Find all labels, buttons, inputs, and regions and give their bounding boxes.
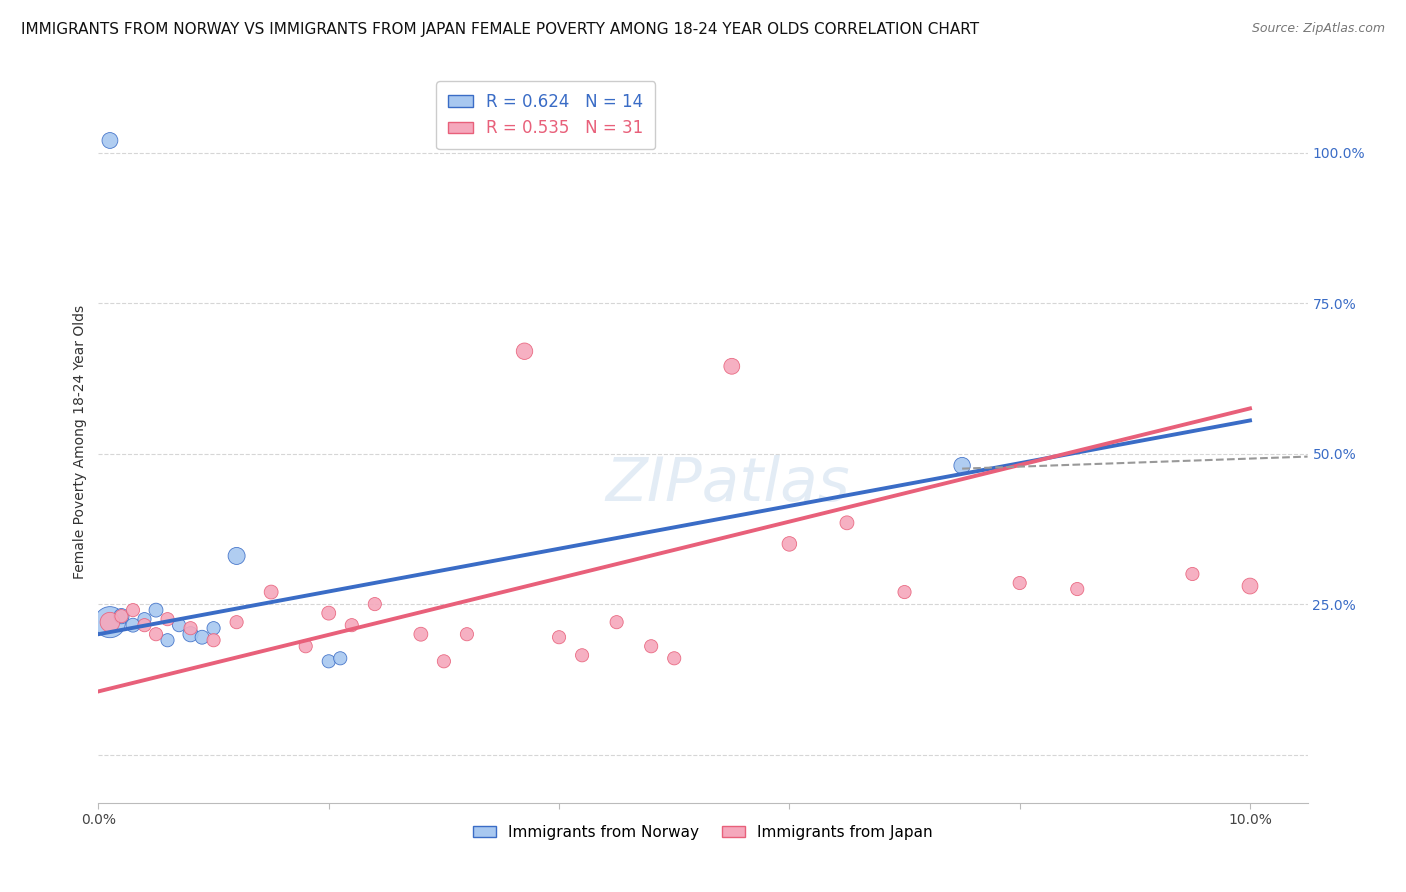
Point [1008,576,1031,591]
Y-axis label: Female Poverty Among 18-24 Year Olds: Female Poverty Among 18-24 Year Olds [73,304,87,579]
Point [835,516,858,530]
Point [134,618,156,632]
Point [98,615,121,630]
Point [180,627,202,641]
Point [364,597,387,611]
Point [720,359,742,374]
Point [513,344,536,359]
Text: Source: ZipAtlas.com: Source: ZipAtlas.com [1251,22,1385,36]
Point [110,609,132,624]
Point [548,630,571,644]
Point [110,609,132,624]
Point [950,458,973,473]
Point [260,585,283,599]
Point [167,618,190,632]
Point [1239,579,1261,593]
Point [225,549,247,563]
Legend: Immigrants from Norway, Immigrants from Japan: Immigrants from Norway, Immigrants from … [467,819,939,846]
Point [893,585,915,599]
Text: IMMIGRANTS FROM NORWAY VS IMMIGRANTS FROM JAPAN FEMALE POVERTY AMONG 18-24 YEAR : IMMIGRANTS FROM NORWAY VS IMMIGRANTS FRO… [21,22,979,37]
Point [225,615,247,630]
Point [145,603,167,617]
Point [329,651,352,665]
Point [571,648,593,663]
Point [664,651,686,665]
Point [202,633,225,648]
Point [318,606,340,620]
Point [134,612,156,626]
Point [640,639,662,653]
Point [433,654,456,668]
Point [340,618,363,632]
Point [156,612,179,626]
Point [1066,582,1088,596]
Text: ZIPatlas: ZIPatlas [605,456,849,515]
Point [1181,567,1204,582]
Point [318,654,340,668]
Point [156,633,179,648]
Point [294,639,316,653]
Point [606,615,628,630]
Point [456,627,478,641]
Point [180,621,202,635]
Point [191,630,214,644]
Point [98,615,121,630]
Point [778,537,800,551]
Point [122,618,145,632]
Point [409,627,432,641]
Point [202,621,225,635]
Point [98,133,121,147]
Point [145,627,167,641]
Point [122,603,145,617]
